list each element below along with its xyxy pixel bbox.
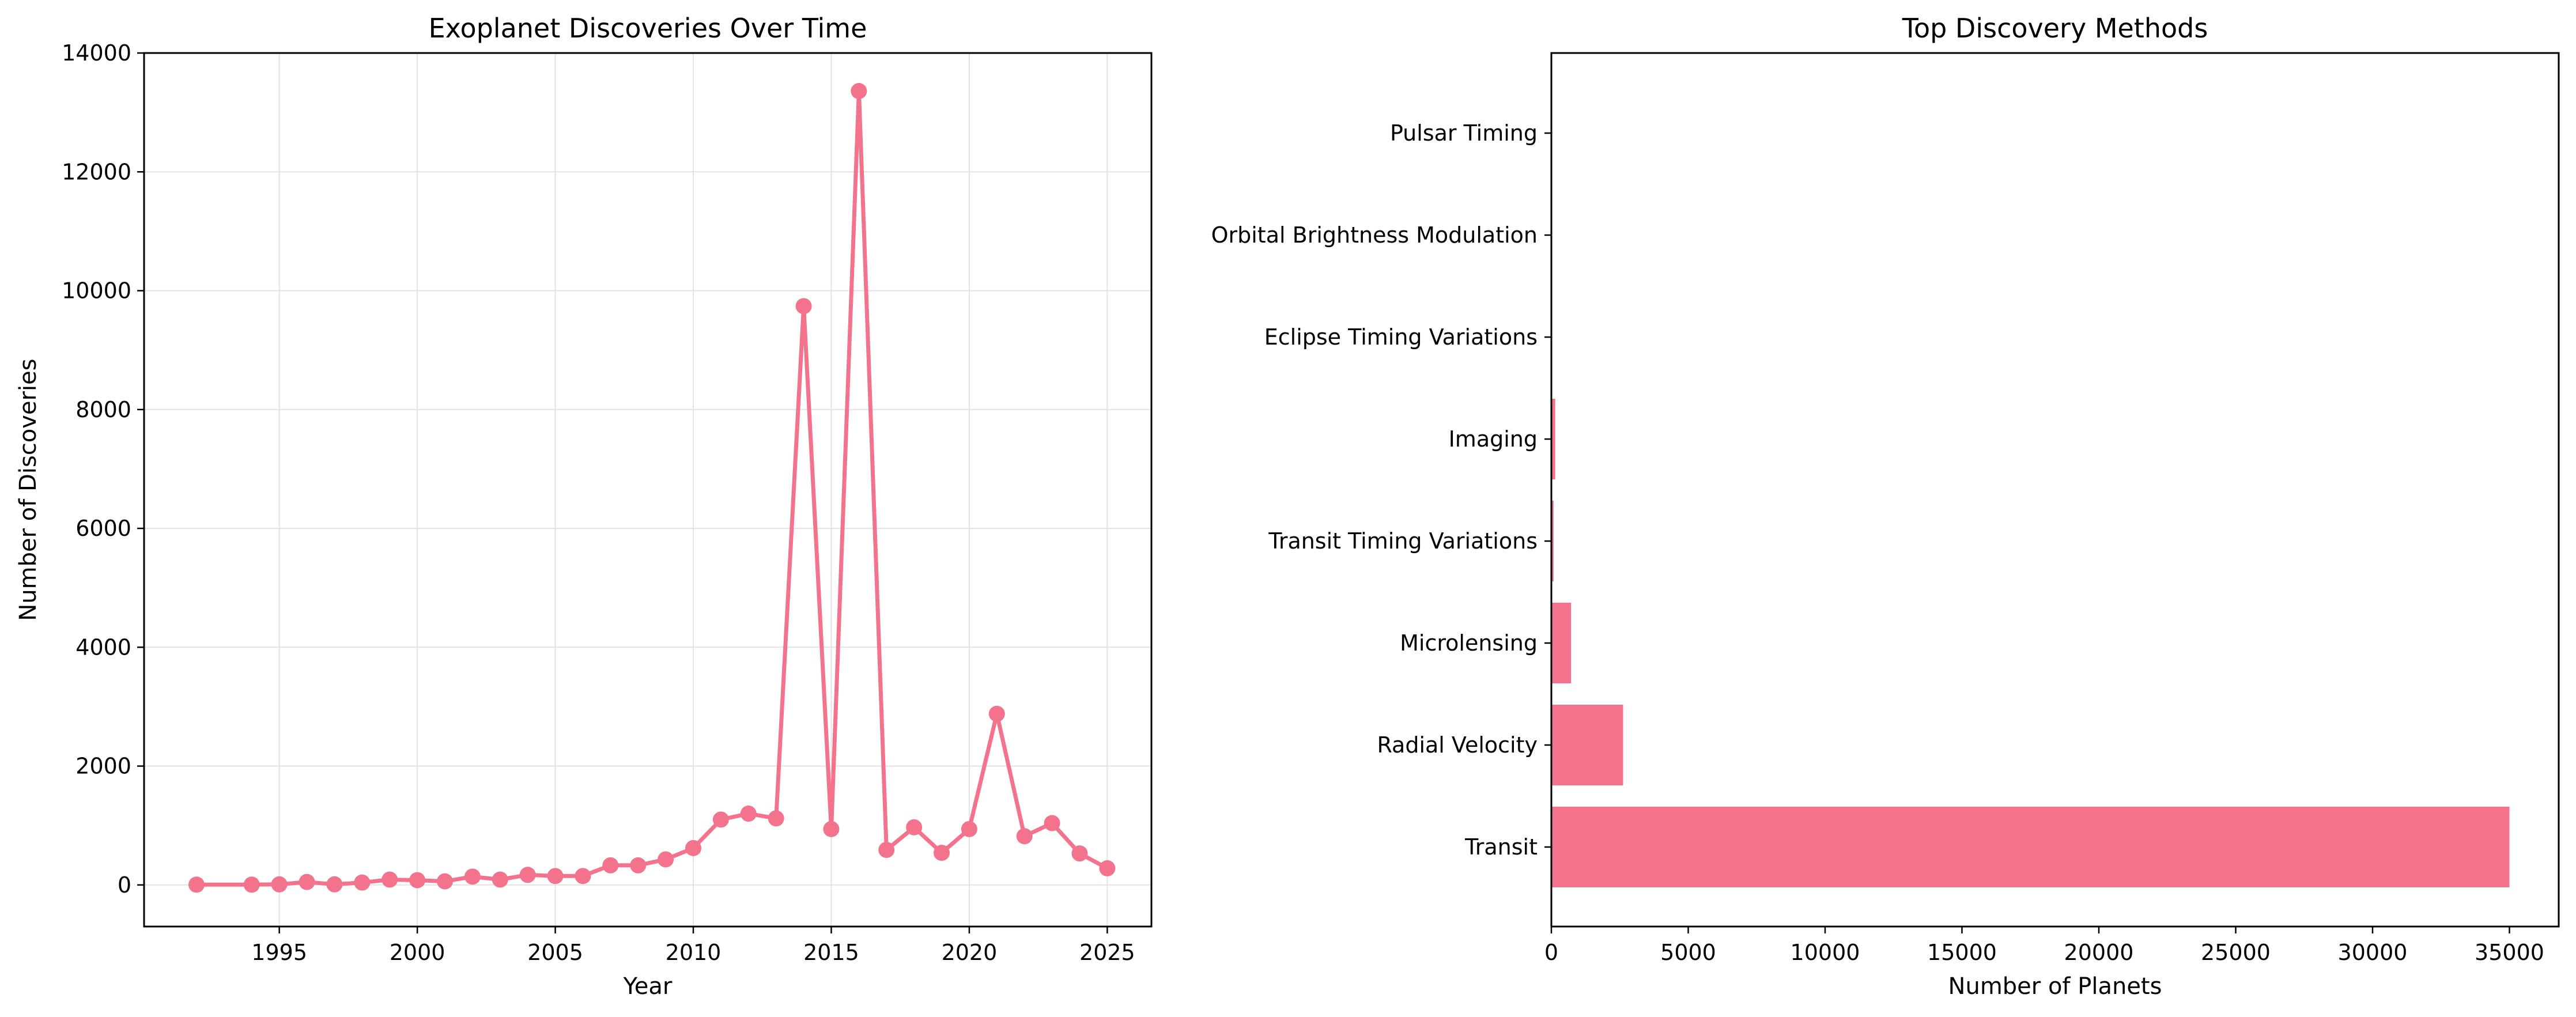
x-tick-label: 25000 <box>2201 940 2271 965</box>
plot-area-frame <box>1550 52 2560 928</box>
x-axis-label: Number of Planets <box>1948 973 2162 1000</box>
chart-title: Top Discovery Methods <box>1902 13 2208 44</box>
series-layer <box>188 83 1116 893</box>
plot-area-frame <box>143 52 1153 928</box>
y-tick-label: 4000 <box>75 634 131 660</box>
data-point <box>934 845 950 861</box>
data-point <box>823 821 840 837</box>
data-point <box>519 867 536 883</box>
y-tick-label: 0 <box>118 872 131 898</box>
x-tick-label: 0 <box>1544 940 1558 965</box>
data-point <box>795 298 812 315</box>
data-point <box>547 868 564 884</box>
data-point <box>712 811 729 828</box>
data-point <box>740 806 757 822</box>
data-point <box>878 841 895 858</box>
data-point <box>988 705 1005 722</box>
x-tick-label: 10000 <box>1791 940 1860 965</box>
y-tick-label: 6000 <box>75 516 131 541</box>
x-axis: 1995 2000 2005 2010 2015 2020 2025 <box>251 927 1135 965</box>
data-point <box>906 819 923 835</box>
x-tick-label: 20000 <box>2064 940 2134 965</box>
y-tick-label: 12000 <box>62 159 131 184</box>
y-tick-label: Microlensing <box>1400 630 1538 656</box>
data-point <box>961 821 977 837</box>
x-tick-label: 2000 <box>390 940 445 965</box>
data-point <box>685 840 702 856</box>
y-tick-label: Radial Velocity <box>1377 732 1538 758</box>
y-tick-label: 2000 <box>75 754 131 779</box>
bar <box>1551 705 1623 785</box>
x-tick-label: 1995 <box>251 940 307 965</box>
x-tick-label: 2025 <box>1079 940 1135 965</box>
discoveries-line-chart: 1995 2000 2005 2010 2015 2020 2025 0 2000 4000 60… <box>15 13 1153 1000</box>
y-tick-label: 14000 <box>62 40 131 66</box>
x-axis-label: Year <box>623 973 673 1000</box>
y-tick-label: Imaging <box>1449 426 1538 452</box>
bar <box>1551 501 1554 581</box>
x-tick-label: 30000 <box>2338 940 2408 965</box>
data-point <box>492 871 508 888</box>
data-point <box>409 872 426 889</box>
x-tick-label: 2010 <box>666 940 722 965</box>
bar <box>1551 603 1572 683</box>
data-point <box>464 868 481 885</box>
y-axis-label: Number of Discoveries <box>15 358 41 621</box>
x-tick-label: 2015 <box>803 940 859 965</box>
data-point <box>326 876 343 893</box>
data-point <box>658 851 674 868</box>
y-axis: 0 2000 4000 6000 8000 10000 12000 14000 <box>62 40 144 898</box>
data-point <box>630 857 647 874</box>
data-point <box>382 871 398 888</box>
data-point <box>243 876 260 893</box>
data-point <box>437 873 454 890</box>
data-point <box>1099 860 1116 876</box>
y-tick-label: Transit Timing Variations <box>1268 528 1538 554</box>
data-point <box>768 810 784 827</box>
bars <box>1551 93 2510 887</box>
chart-title: Exoplanet Discoveries Over Time <box>429 13 867 44</box>
data-point <box>299 874 315 890</box>
data-point <box>602 857 619 874</box>
x-tick-label: 5000 <box>1660 940 1716 965</box>
data-point <box>354 874 371 891</box>
data-point <box>1044 815 1060 831</box>
x-tick-label: 2005 <box>527 940 583 965</box>
y-tick-label: Transit <box>1464 834 1538 860</box>
data-point <box>1071 845 1088 862</box>
x-tick-label: 2020 <box>942 940 998 965</box>
x-tick-label: 35000 <box>2475 940 2544 965</box>
y-axis: Transit Radial Velocity Microlensing Transi… <box>1211 120 1551 860</box>
y-tick-label: 10000 <box>62 278 131 304</box>
data-point <box>188 876 205 893</box>
y-tick-label: Orbital Brightness Modulation <box>1211 222 1538 248</box>
x-axis: 0 5000 10000 15000 20000 25000 30000 35000 <box>1544 927 2544 965</box>
data-point <box>575 868 591 884</box>
data-point <box>1016 828 1033 845</box>
x-tick-label: 15000 <box>1927 940 1997 965</box>
y-tick-label: Eclipse Timing Variations <box>1264 324 1538 350</box>
discovery-methods-bar-chart: 0 5000 10000 15000 20000 25000 30000 35000 Tran… <box>1211 13 2560 1000</box>
y-tick-label: 8000 <box>75 397 131 422</box>
data-point <box>851 83 867 100</box>
y-tick-label: Pulsar Timing <box>1390 120 1538 146</box>
bar <box>1551 807 2510 887</box>
bar <box>1551 399 1555 479</box>
data-point <box>271 876 288 893</box>
